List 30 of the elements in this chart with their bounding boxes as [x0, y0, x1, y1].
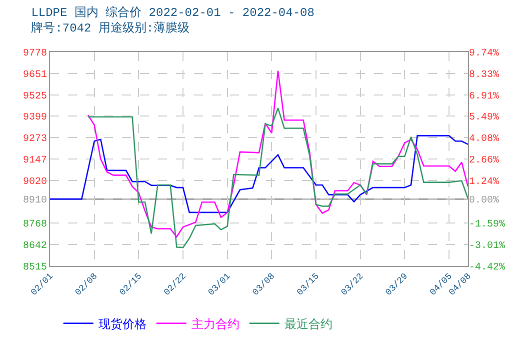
y2-tick-label: -4.42% [469, 262, 506, 274]
y2-tick-label: 9.74% [469, 48, 500, 60]
y-tick-label: 8515 [22, 262, 47, 274]
line-series [50, 135, 468, 214]
chart-subtitle: 牌号:7042 用途级别:薄膜级 [31, 21, 190, 36]
y-tick-label: 9651 [22, 70, 47, 82]
y-tick-label: 9525 [22, 91, 47, 102]
legend-label: 现货价格 [98, 318, 146, 332]
legend-label: 最近合约 [284, 318, 332, 332]
y2-tick-label: 5.49% [469, 112, 500, 124]
line-series [87, 70, 468, 238]
legend-label: 主力合约 [191, 316, 240, 332]
y-tick-label: 9778 [22, 48, 47, 60]
y-tick-label: 8910 [22, 196, 47, 207]
y-tick-label: 8642 [22, 240, 47, 252]
y2-tick-label: 2.66% [469, 156, 500, 166]
y-tick-label: 9399 [22, 112, 47, 124]
y2-tick-label: 4.08% [469, 134, 500, 146]
y-tick-label: 9020 [22, 176, 47, 188]
y2-tick-label: -1.59% [469, 220, 506, 231]
y2-tick-label: 6.91% [469, 91, 500, 102]
y-tick-label: 9273 [22, 134, 47, 146]
y2-tick-label: 1.24% [469, 176, 500, 188]
y-tick-label: 9147 [22, 155, 47, 166]
chart-title: LLDPE 国内 综合价 2022-02-01 - 2022-04-08 [31, 4, 314, 20]
y-tick-label: 8768 [22, 220, 47, 231]
y2-tick-label: 0.00% [469, 196, 500, 207]
y2-tick-label: -3.01% [469, 241, 506, 252]
y2-tick-label: 8.33% [469, 70, 500, 81]
line-series [87, 107, 468, 248]
